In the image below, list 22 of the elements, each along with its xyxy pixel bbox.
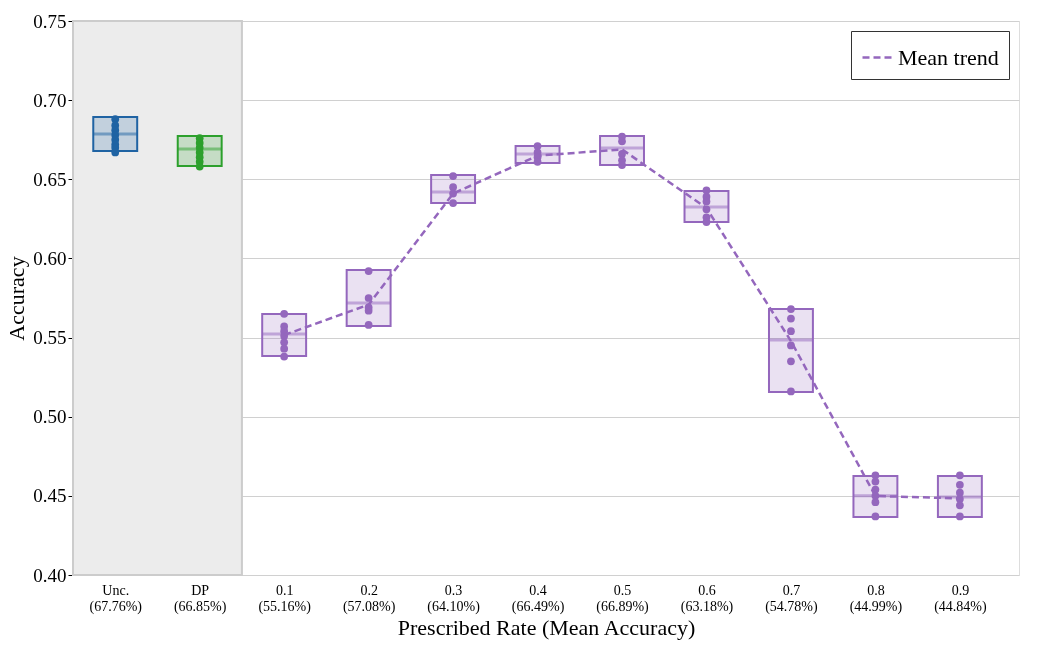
x-tick-label: 0.8 (44.99%) [849, 582, 903, 615]
x-tick-label: 0.6 (63.18%) [680, 582, 734, 615]
y-axis-title: Accuracy [4, 256, 30, 341]
x-tick-label: 0.4 (66.49%) [511, 582, 565, 615]
y-tick-label: 0.55 [33, 327, 67, 349]
x-tick-label: Unc. (67.76%) [89, 582, 143, 615]
y-tick-label: 0.65 [33, 168, 67, 190]
y-tick-label: 0.50 [33, 406, 67, 428]
legend-label: Mean trend [898, 44, 999, 70]
x-tick-label: DP (66.85%) [173, 582, 227, 615]
x-tick-label: 0.7 (54.78%) [765, 582, 819, 615]
y-tick-label: 0.45 [33, 485, 67, 507]
y-tick-label: 0.70 [33, 89, 67, 111]
x-axis-title: Prescribed Rate (Mean Accuracy) [397, 614, 696, 640]
x-tick-label: 0.1 (55.16%) [258, 582, 312, 615]
x-tick-label: 0.3 (64.10%) [427, 582, 481, 615]
x-tick-label: 0.9 (44.84%) [934, 582, 987, 615]
y-tick-label: 0.40 [33, 564, 67, 586]
y-tick-label: 0.75 [33, 10, 67, 32]
x-tick-label: 0.2 (57.08%) [342, 582, 396, 615]
y-tick-label: 0.60 [33, 247, 67, 269]
x-tick-label: 0.5 (66.89%) [596, 582, 650, 615]
